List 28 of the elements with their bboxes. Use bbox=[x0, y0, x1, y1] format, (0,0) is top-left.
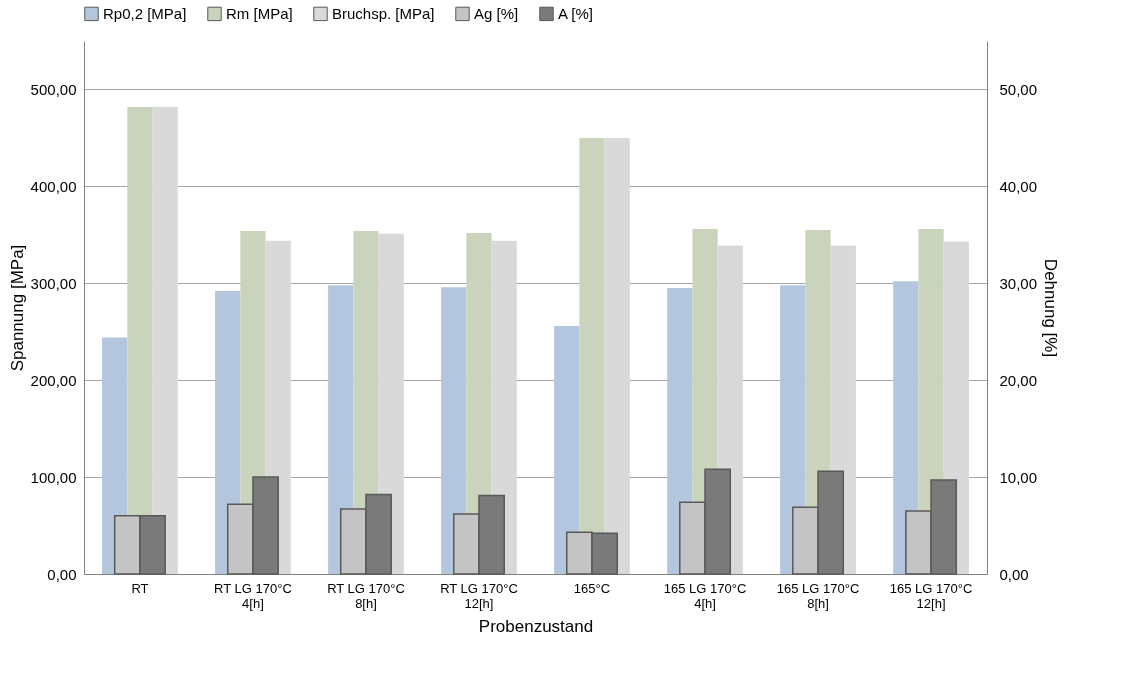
y-tick-label: 100,00 bbox=[30, 468, 77, 486]
x-tick-label: RT LG 170°C 12[h] bbox=[440, 580, 518, 611]
y2-tick-label: 50,00 bbox=[999, 80, 1038, 98]
x-tick-label: RT LG 170°C 4[h] bbox=[214, 580, 292, 611]
y-tick-label: 0,00 bbox=[47, 565, 77, 583]
x-tick-label: 165 LG 170°C 4[h] bbox=[663, 580, 747, 611]
y2-tick-label: 20,00 bbox=[999, 371, 1038, 389]
y-tick-label: 300,00 bbox=[30, 274, 77, 292]
y2-axis-title: Dehnung [%] bbox=[1041, 258, 1061, 358]
y2-tick-label: 40,00 bbox=[999, 177, 1038, 195]
y2-tick-label: 30,00 bbox=[999, 274, 1038, 292]
y-tick-label: 400,00 bbox=[30, 177, 77, 195]
y-axis-title: Spannung [MPa] bbox=[7, 244, 27, 372]
y2-tick-label: 10,00 bbox=[999, 468, 1038, 486]
y-tick-label: 200,00 bbox=[30, 371, 77, 389]
x-tick-label: 165°C bbox=[573, 580, 611, 596]
legend-label: Ag [%] bbox=[474, 4, 519, 22]
legend-label: Bruchsp. [MPa] bbox=[332, 4, 435, 22]
x-tick-label: RT LG 170°C 8[h] bbox=[327, 580, 405, 611]
y-tick-label: 500,00 bbox=[30, 80, 77, 98]
legend-label: Rp0,2 [MPa] bbox=[103, 4, 187, 22]
x-tick-label: 165 LG 170°C 12[h] bbox=[889, 580, 973, 611]
x-tick-label: RT bbox=[131, 580, 149, 596]
x-axis-title: Probenzustand bbox=[478, 616, 594, 636]
legend-label: Rm [MPa] bbox=[226, 4, 293, 22]
legend-label: A [%] bbox=[558, 4, 594, 22]
y2-tick-label: 0,00 bbox=[999, 565, 1029, 583]
x-tick-label: 165 LG 170°C 8[h] bbox=[776, 580, 860, 611]
